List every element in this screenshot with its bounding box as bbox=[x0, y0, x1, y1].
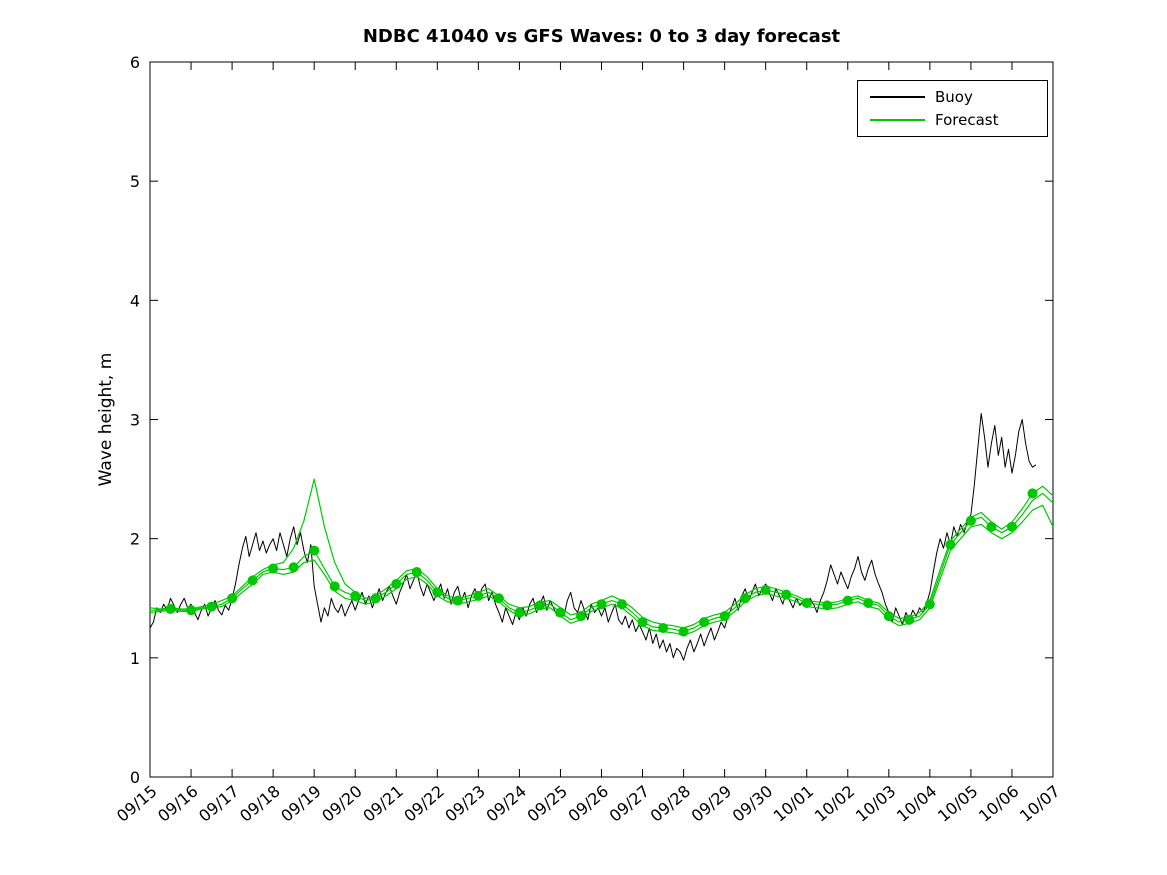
forecast-marker bbox=[473, 590, 484, 601]
forecast-marker bbox=[575, 611, 586, 622]
forecast-marker bbox=[617, 599, 628, 610]
forecast-marker bbox=[411, 567, 422, 578]
x-tick-label: 09/29 bbox=[688, 782, 736, 826]
x-tick-label: 10/02 bbox=[811, 782, 859, 826]
forecast-marker bbox=[329, 581, 340, 592]
forecast-marker bbox=[678, 626, 689, 637]
forecast-marker bbox=[842, 595, 853, 606]
plot-box bbox=[149, 61, 1054, 778]
forecast-marker bbox=[883, 611, 894, 622]
x-tick-label: 09/24 bbox=[482, 782, 530, 826]
y-tick-label: 5 bbox=[130, 172, 140, 191]
forecast-marker bbox=[760, 584, 771, 595]
buoy-line bbox=[149, 413, 1037, 661]
y-tick-label: 3 bbox=[130, 411, 140, 430]
x-tick-label: 09/16 bbox=[154, 782, 202, 826]
forecast-marker bbox=[309, 545, 320, 556]
x-tick-label: 09/27 bbox=[606, 782, 654, 826]
forecast-marker bbox=[534, 600, 545, 611]
forecast-marker bbox=[863, 598, 874, 609]
buoy-line-sample bbox=[870, 95, 925, 98]
forecast-marker bbox=[1006, 521, 1017, 532]
x-tick-label: 09/19 bbox=[277, 782, 325, 826]
forecast-marker bbox=[719, 611, 730, 622]
forecast-marker bbox=[370, 593, 381, 604]
chart-title: NDBC 41040 vs GFS Waves: 0 to 3 day fore… bbox=[362, 26, 841, 47]
x-tick-label: 09/15 bbox=[113, 782, 161, 826]
forecast-marker bbox=[596, 599, 607, 610]
x-tick-label: 09/20 bbox=[318, 782, 366, 826]
forecast-member-1-line bbox=[150, 492, 1054, 633]
forecast-marker bbox=[391, 578, 402, 589]
legend-label-buoy: Buoy bbox=[935, 87, 973, 106]
forecast-marker bbox=[186, 605, 197, 616]
x-tick-label: 10/03 bbox=[852, 782, 900, 826]
forecast-marker bbox=[206, 601, 217, 612]
x-tick-label: 10/04 bbox=[893, 782, 941, 826]
forecast-marker bbox=[1027, 488, 1038, 499]
y-tick-label: 0 bbox=[130, 768, 140, 787]
forecast-marker bbox=[637, 617, 648, 628]
forecast-marker bbox=[822, 600, 833, 611]
x-tick-label: 09/28 bbox=[647, 782, 695, 826]
x-tick-label: 09/17 bbox=[195, 782, 243, 826]
x-tick-label: 09/25 bbox=[523, 782, 571, 826]
y-tick-label: 1 bbox=[130, 649, 140, 668]
forecast-marker bbox=[432, 587, 443, 598]
x-tick-label: 09/21 bbox=[359, 782, 407, 826]
forecast-marker bbox=[165, 603, 176, 614]
x-tick-label: 09/23 bbox=[441, 782, 489, 826]
forecast-marker bbox=[781, 589, 792, 600]
x-tick-label: 10/06 bbox=[975, 782, 1023, 826]
forecast-line-sample bbox=[870, 119, 925, 122]
y-tick-label: 4 bbox=[130, 291, 140, 310]
forecast-marker bbox=[945, 539, 956, 550]
forecast-marker bbox=[740, 593, 751, 604]
legend-item-forecast: Forecast bbox=[858, 111, 1047, 129]
forecast-marker bbox=[555, 607, 566, 618]
forecast-marker bbox=[965, 515, 976, 526]
forecast-marker bbox=[514, 607, 525, 618]
legend: Buoy Forecast bbox=[857, 80, 1048, 137]
legend-label-forecast: Forecast bbox=[935, 111, 999, 130]
x-tick-label: 10/07 bbox=[1016, 782, 1064, 826]
legend-item-buoy: Buoy bbox=[858, 88, 1047, 106]
forecast-marker bbox=[801, 598, 812, 609]
forecast-marker bbox=[452, 595, 463, 606]
forecast-marker bbox=[247, 575, 258, 586]
forecast-marker bbox=[493, 593, 504, 604]
x-tick-label: 09/22 bbox=[400, 782, 448, 826]
y-tick-label: 6 bbox=[130, 53, 140, 72]
forecast-marker bbox=[699, 617, 710, 628]
forecast-marker bbox=[288, 562, 299, 573]
forecast-marker bbox=[924, 599, 935, 610]
forecast-marker bbox=[350, 590, 361, 601]
x-tick-label: 09/26 bbox=[565, 782, 613, 826]
x-tick-label: 09/30 bbox=[729, 782, 777, 826]
x-tick-label: 09/18 bbox=[236, 782, 284, 826]
forecast-marker bbox=[904, 614, 915, 625]
x-tick-label: 10/05 bbox=[934, 782, 982, 826]
forecast-marker bbox=[658, 623, 669, 634]
x-tick-label: 10/01 bbox=[770, 782, 818, 826]
forecast-marker bbox=[227, 593, 238, 604]
forecast-marker bbox=[268, 563, 279, 574]
forecast-marker bbox=[986, 521, 997, 532]
y-tick-label: 2 bbox=[130, 530, 140, 549]
